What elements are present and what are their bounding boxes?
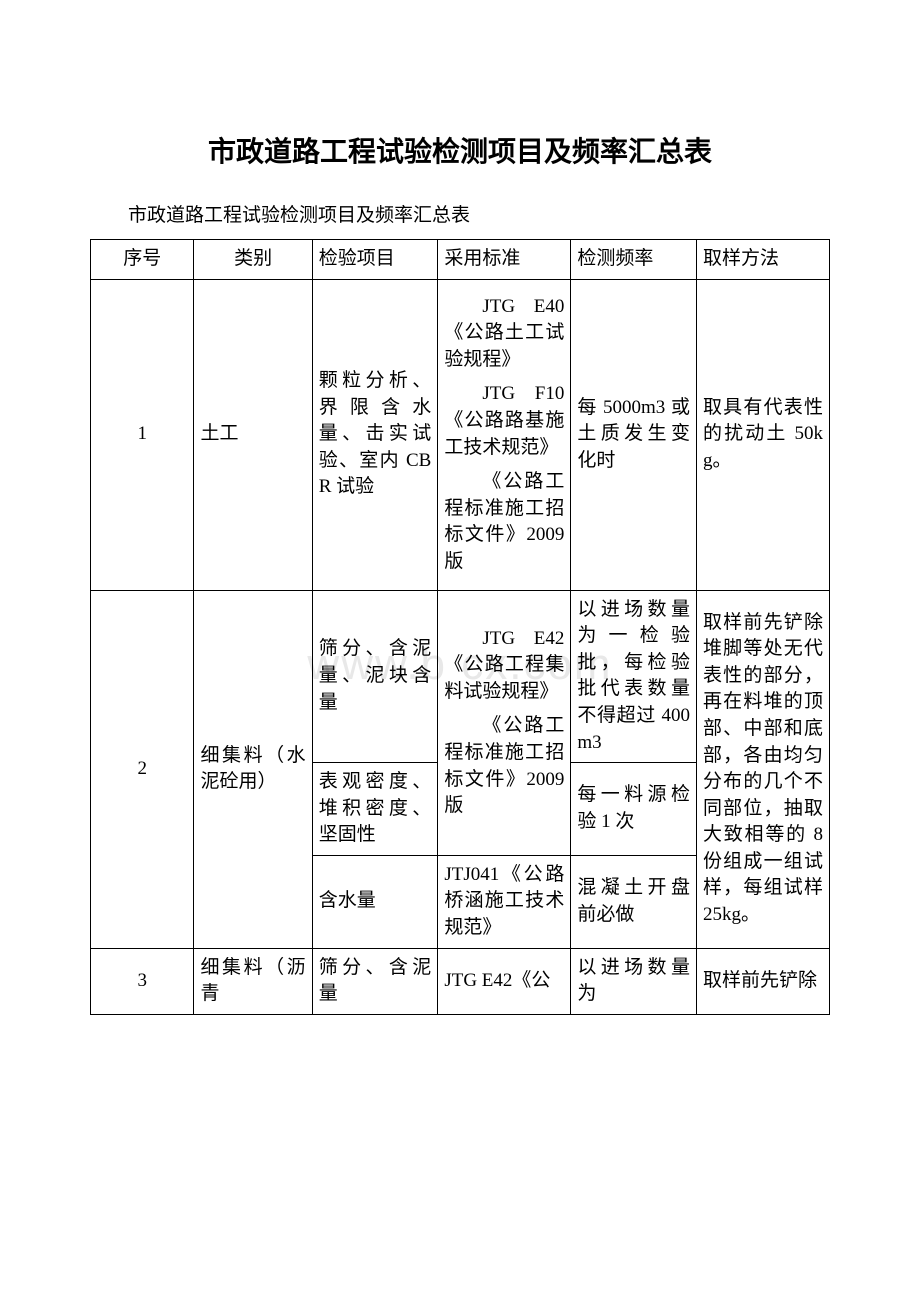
cell-sampling: 取样前先铲除堆脚等处无代表性的部分，再在料堆的顶部、中部和底部，各由均匀分布的几… — [696, 590, 829, 948]
cell-frequency: 以进场数量为 — [571, 948, 697, 1014]
th-frequency: 检测频率 — [571, 240, 697, 280]
cell-standard: JTJ041《公路桥涵施工技术规范》 — [438, 855, 571, 948]
cell-test-item: 含水量 — [312, 855, 438, 948]
th-test-item: 检验项目 — [312, 240, 438, 280]
summary-table: 序号 类别 检验项目 采用标准 检测频率 取样方法 1 土工 颗粒分析、界限含水… — [90, 239, 830, 1015]
page-title: 市政道路工程试验检测项目及频率汇总表 — [90, 130, 830, 170]
table-row: 3 细集料（沥青 筛分、含泥量 JTG E42《公 以进场数量为 取样前先铲除 — [91, 948, 830, 1014]
cell-sampling: 取样前先铲除 — [696, 948, 829, 1014]
cell-seq: 3 — [91, 948, 194, 1014]
th-standard: 采用标准 — [438, 240, 571, 280]
table-header-row: 序号 类别 检验项目 采用标准 检测频率 取样方法 — [91, 240, 830, 280]
cell-frequency: 以进场数量为一检验批，每检验批代表数量不得超过 400m3 — [571, 590, 697, 763]
th-seq: 序号 — [91, 240, 194, 280]
cell-test-item: 筛分、含泥量 — [312, 948, 438, 1014]
cell-frequency: 每 5000m3 或土质发生变化时 — [571, 279, 697, 590]
cell-test-item: 颗粒分析、界限含水量、击实试验、室内 CBR 试验 — [312, 279, 438, 590]
cell-standard: JTG E40《公路土工试验规程》 JTG F10《公路路基施工技术规范》 《公… — [438, 279, 571, 590]
cell-test-item: 筛分、含泥量、泥块含量 — [312, 590, 438, 763]
cell-test-item: 表观密度、堆积密度、坚固性 — [312, 763, 438, 856]
table-row: 1 土工 颗粒分析、界限含水量、击实试验、室内 CBR 试验 JTG E40《公… — [91, 279, 830, 590]
cell-standard: JTG E42《公路工程集料试验规程》 《公路工程标准施工招标文件》2009 版 — [438, 590, 571, 855]
page-subtitle: 市政道路工程试验检测项目及频率汇总表 — [90, 200, 830, 227]
table-row: 2 细集料（水泥砼用） 筛分、含泥量、泥块含量 JTG E42《公路工程集料试验… — [91, 590, 830, 763]
cell-frequency: 混凝土开盘前必做 — [571, 855, 697, 948]
cell-category: 细集料（水泥砼用） — [194, 590, 312, 948]
cell-standard: JTG E42《公 — [438, 948, 571, 1014]
cell-seq: 1 — [91, 279, 194, 590]
cell-seq: 2 — [91, 590, 194, 948]
th-sampling: 取样方法 — [696, 240, 829, 280]
cell-sampling: 取具有代表性的扰动土 50kg。 — [696, 279, 829, 590]
th-category: 类别 — [194, 240, 312, 280]
cell-category: 土工 — [194, 279, 312, 590]
cell-frequency: 每一料源检验 1 次 — [571, 763, 697, 856]
cell-category: 细集料（沥青 — [194, 948, 312, 1014]
